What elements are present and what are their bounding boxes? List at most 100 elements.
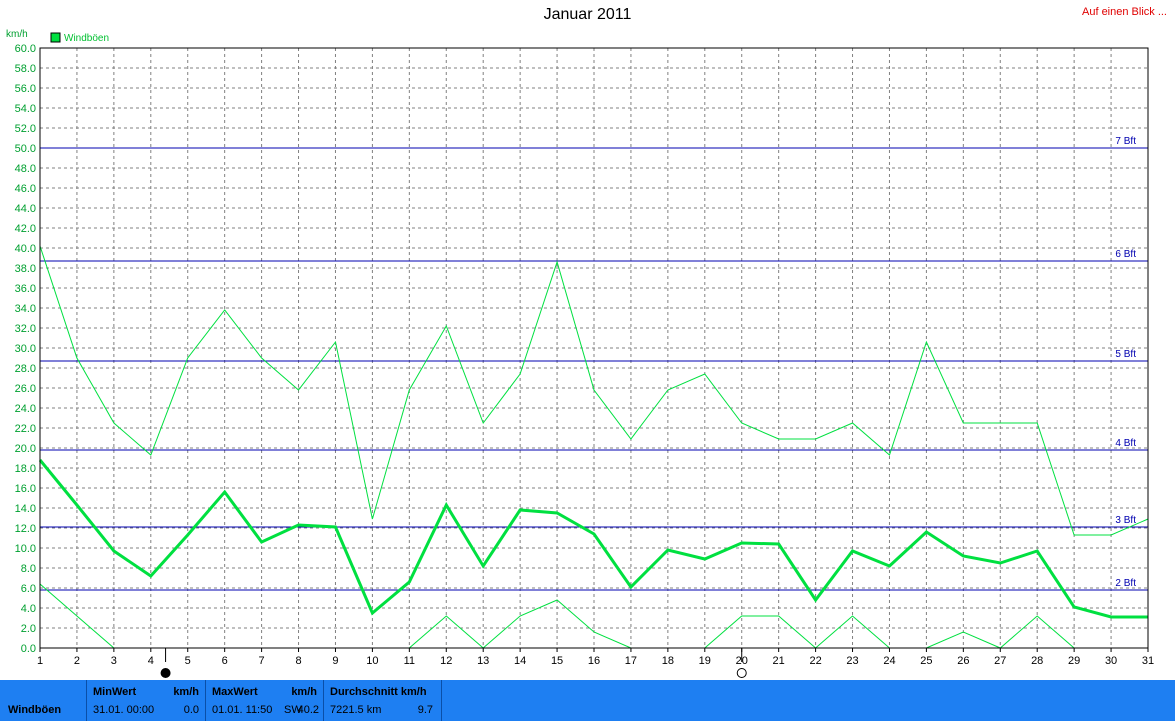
beaufort-label: 2 Bft (1115, 578, 1136, 589)
beaufort-label: 6 Bft (1115, 249, 1136, 260)
min-date: 31.01. 00:00 (93, 704, 155, 716)
y-tick-label: 28.0 (15, 363, 36, 375)
x-tick-label: 12 (440, 655, 452, 667)
chart-area: 2 Bft 3 Bft 4 Bft 5 Bft 6 Bft 7 Bft 0.0 2.0 4.0… (6, 29, 1155, 678)
y-tick-label: 34.0 (15, 303, 36, 315)
max-value: 40.2 (297, 704, 319, 716)
y-tick-label: 10.0 (15, 543, 36, 555)
y-tick-label: 30.0 (15, 343, 36, 355)
max-unit: km/h (291, 686, 317, 698)
x-tick-label: 19 (699, 655, 711, 667)
y-tick-label: 20.0 (15, 443, 36, 455)
x-tick-label: 14 (514, 655, 526, 667)
x-tick-label: 11 (404, 655, 415, 667)
x-tick-label: 29 (1068, 655, 1080, 667)
beaufort-label: 3 Bft (1115, 515, 1136, 526)
overview-link[interactable]: Auf einen Blick ... (1082, 6, 1167, 18)
avg-value: 9.7 (417, 704, 433, 716)
y-tick-label: 26.0 (15, 383, 36, 395)
x-tick-label: 17 (625, 655, 637, 667)
x-tick-label: 10 (366, 655, 378, 667)
x-tick-label: 23 (846, 655, 858, 667)
x-tick-label: 26 (957, 655, 969, 667)
footer-label-box: Windböen (0, 680, 87, 721)
y-tick-label: 60.0 (15, 43, 36, 55)
series-line-max (39, 245, 1149, 536)
x-tick-label: 6 (222, 655, 228, 667)
footer-max-box: MaxWert km/h 01.01. 11:50 SW 40.2 (206, 680, 324, 721)
footer-min-box: MinWert km/h 31.01. 00:00 0.0 (87, 680, 206, 721)
y-tick-label: 56.0 (15, 83, 36, 95)
legend: Windböen (50, 32, 109, 44)
y-tick-label: 42.0 (15, 223, 36, 235)
x-tick-label: 5 (185, 655, 191, 667)
x-tick-label: 30 (1105, 655, 1117, 667)
y-tick-label: 50.0 (15, 143, 36, 155)
axes: 0.0 2.0 4.0 6.0 8.0 10.0 12.0 14.0 16.0 18.0 20.0 2… (15, 43, 1155, 667)
x-tick-label: 4 (148, 655, 154, 667)
x-tick-label: 24 (883, 655, 895, 667)
y-tick-label: 46.0 (15, 183, 36, 195)
x-tick-label: 15 (551, 655, 563, 667)
y-tick-label: 6.0 (21, 583, 36, 595)
y-tick-label: 40.0 (15, 243, 36, 255)
x-tick-label: 16 (588, 655, 600, 667)
grid (40, 48, 1148, 648)
avg-distance: 7221.5 km (330, 704, 382, 716)
x-tick-label: 2 (74, 655, 80, 667)
x-tick-label: 8 (295, 655, 301, 667)
y-tick-label: 48.0 (15, 163, 36, 175)
legend-swatch (50, 32, 61, 43)
y-tick-label: 22.0 (15, 423, 36, 435)
moon-markers (160, 648, 747, 678)
y-tick-label: 18.0 (15, 463, 36, 475)
y-tick-label: 54.0 (15, 103, 36, 115)
x-tick-label: 13 (477, 655, 489, 667)
x-tick-label: 25 (920, 655, 932, 667)
y-tick-label: 44.0 (15, 203, 36, 215)
y-tick-label: 52.0 (15, 123, 36, 135)
x-tick-label: 22 (809, 655, 821, 667)
avg-header: Durchschnitt km/h (330, 686, 427, 698)
y-tick-label: 58.0 (15, 63, 36, 75)
y-tick-label: 24.0 (15, 403, 36, 415)
footer-avg-box: Durchschnitt km/h 7221.5 km 9.7 (324, 680, 442, 721)
y-tick-label: 38.0 (15, 263, 36, 275)
y-tick-label: 0.0 (21, 643, 36, 655)
x-tick-label: 1 (37, 655, 43, 667)
x-tick-label: 28 (1031, 655, 1043, 667)
legend-label: Windböen (64, 33, 109, 44)
y-tick-label: 12.0 (15, 523, 36, 535)
beaufort-label: 4 Bft (1115, 438, 1136, 449)
y-tick-label: 16.0 (15, 483, 36, 495)
new-moon-icon (160, 668, 171, 678)
beaufort-label: 5 Bft (1115, 349, 1136, 360)
y-tick-label: 8.0 (21, 563, 36, 575)
x-tick-label: 31 (1142, 655, 1154, 667)
full-moon-icon (736, 668, 747, 678)
beaufort-lines: 2 Bft 3 Bft 4 Bft 5 Bft 6 Bft 7 Bft (40, 136, 1148, 591)
min-header: MinWert (93, 686, 137, 698)
min-value: 0.0 (183, 704, 199, 716)
y-tick-label: 32.0 (15, 323, 36, 335)
x-tick-label: 9 (332, 655, 338, 667)
x-tick-label: 7 (259, 655, 265, 667)
max-direction: SW (284, 704, 302, 716)
footer-bar (0, 680, 1175, 721)
y-tick-label: 36.0 (15, 283, 36, 295)
x-tick-label: 27 (994, 655, 1006, 667)
chart-title: Januar 2011 (543, 6, 632, 23)
footer-label: Windböen (8, 704, 62, 716)
y-tick-label: 14.0 (15, 503, 36, 515)
y-axis-label: km/h (6, 29, 28, 40)
beaufort-label: 7 Bft (1115, 136, 1136, 147)
max-date: 01.01. 11:50 (212, 704, 273, 716)
x-tick-label: 21 (773, 655, 785, 667)
y-tick-label: 2.0 (21, 623, 36, 635)
x-tick-label: 18 (662, 655, 674, 667)
y-tick-label: 4.0 (21, 603, 36, 615)
series-line-average (38, 459, 1148, 619)
min-unit: km/h (173, 686, 199, 698)
max-header: MaxWert (212, 686, 258, 698)
x-tick-label: 3 (111, 655, 117, 667)
